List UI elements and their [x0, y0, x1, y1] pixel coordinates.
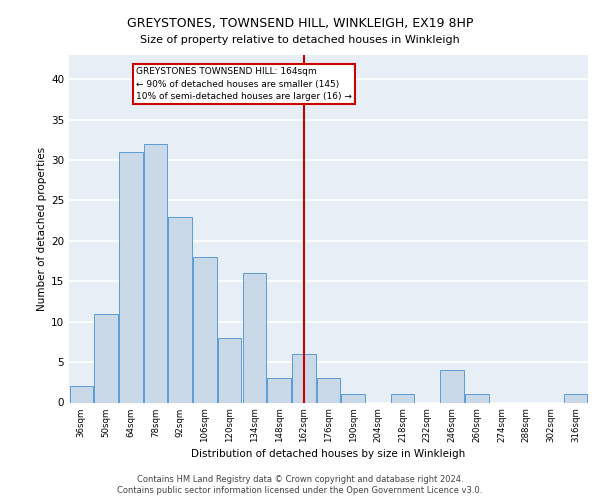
- Bar: [218, 338, 241, 402]
- Bar: [564, 394, 587, 402]
- Bar: [169, 216, 192, 402]
- Bar: [341, 394, 365, 402]
- Text: Size of property relative to detached houses in Winkleigh: Size of property relative to detached ho…: [140, 35, 460, 45]
- Bar: [242, 273, 266, 402]
- Bar: [144, 144, 167, 403]
- Y-axis label: Number of detached properties: Number of detached properties: [37, 146, 47, 311]
- Bar: [440, 370, 464, 402]
- Bar: [119, 152, 143, 403]
- Bar: [268, 378, 291, 402]
- Bar: [391, 394, 415, 402]
- Bar: [317, 378, 340, 402]
- Bar: [465, 394, 488, 402]
- Bar: [70, 386, 93, 402]
- Bar: [94, 314, 118, 402]
- Text: Contains HM Land Registry data © Crown copyright and database right 2024.: Contains HM Land Registry data © Crown c…: [137, 475, 463, 484]
- Text: GREYSTONES, TOWNSEND HILL, WINKLEIGH, EX19 8HP: GREYSTONES, TOWNSEND HILL, WINKLEIGH, EX…: [127, 18, 473, 30]
- Bar: [292, 354, 316, 403]
- X-axis label: Distribution of detached houses by size in Winkleigh: Distribution of detached houses by size …: [191, 449, 466, 459]
- Bar: [193, 257, 217, 402]
- Text: GREYSTONES TOWNSEND HILL: 164sqm
← 90% of detached houses are smaller (145)
10% : GREYSTONES TOWNSEND HILL: 164sqm ← 90% o…: [136, 67, 352, 101]
- Text: Contains public sector information licensed under the Open Government Licence v3: Contains public sector information licen…: [118, 486, 482, 495]
